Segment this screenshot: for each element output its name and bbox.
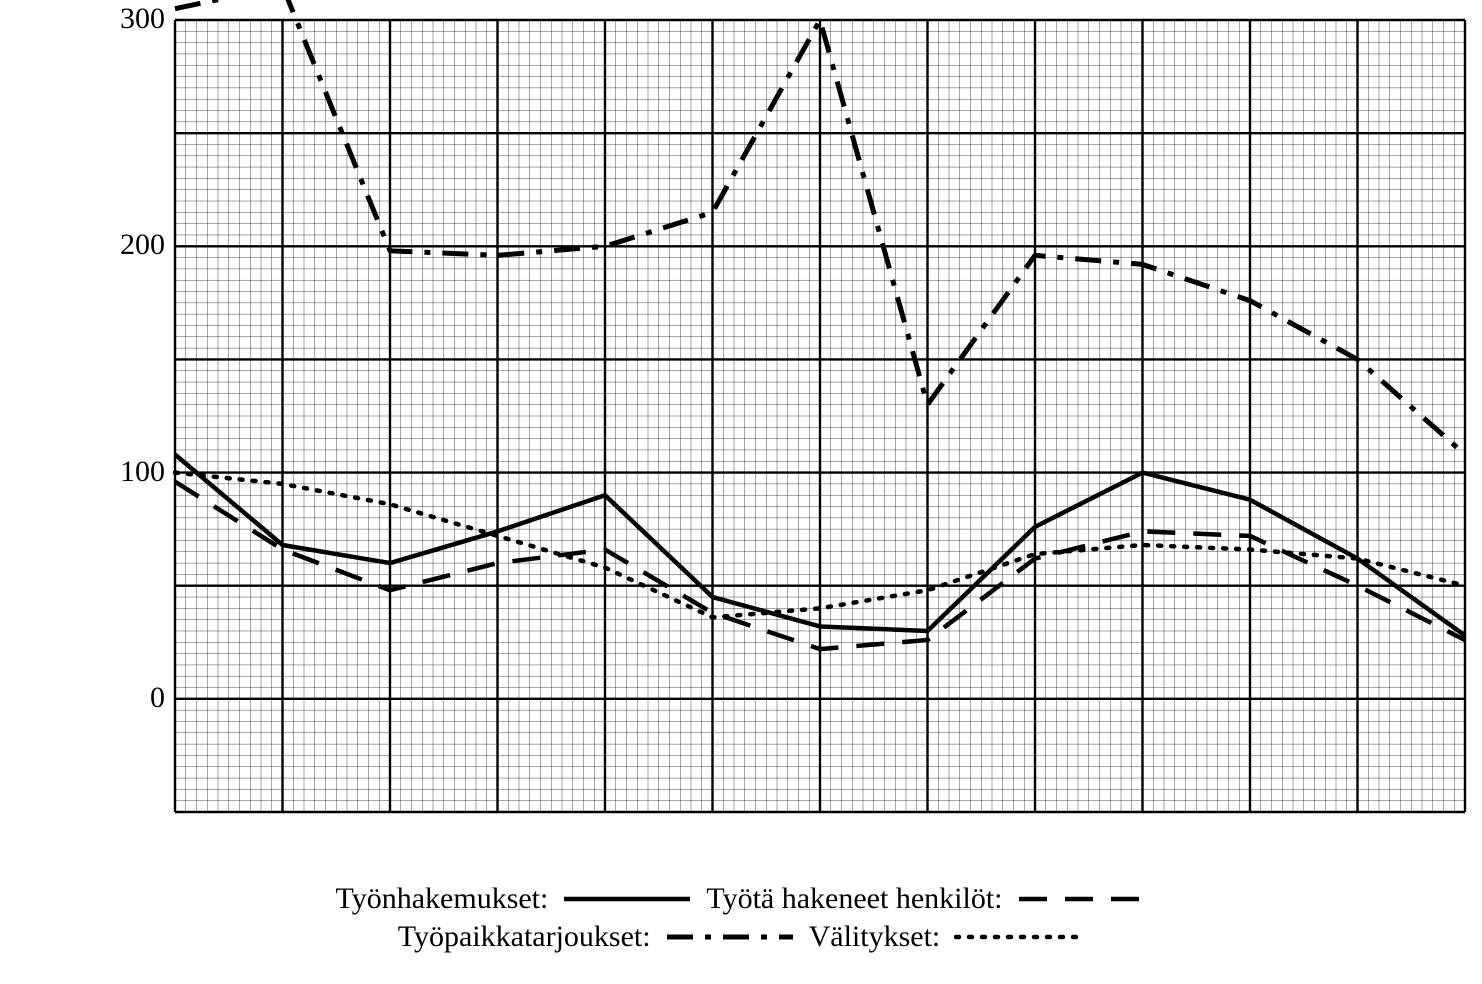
legend-swatch-tyota_hakeneet: [1017, 888, 1147, 910]
chart-svg: [0, 0, 1482, 984]
legend-label-tyopaikkatarjoukset: Työpaikkatarjoukset:: [398, 920, 651, 954]
legend-swatch-tyonhakemukset: [562, 888, 692, 910]
y-tick-label: 300: [75, 2, 165, 36]
legend-swatch-valitykset: [954, 926, 1084, 948]
legend-row: Työnhakemukset: Työtä hakeneet henkilöt:: [0, 882, 1482, 916]
legend-label-valitykset: Välitykset:: [809, 920, 941, 954]
legend-row: Työpaikkatarjoukset: Välitykset:: [0, 920, 1482, 954]
legend-label-tyonhakemukset: Työnhakemukset:: [336, 882, 549, 916]
legend: Työnhakemukset:Työtä hakeneet henkilöt:T…: [0, 878, 1482, 958]
legend-label-tyota_hakeneet: Työtä hakeneet henkilöt:: [706, 882, 1002, 916]
y-tick-label: 200: [75, 228, 165, 262]
chart-container: 0 100 200 300 Työnhakemukset: Työtä hakeneet…: [0, 0, 1482, 984]
y-tick-label: 0: [75, 681, 165, 715]
legend-swatch-tyopaikkatarjoukset: [665, 926, 795, 948]
y-tick-label: 100: [75, 455, 165, 489]
